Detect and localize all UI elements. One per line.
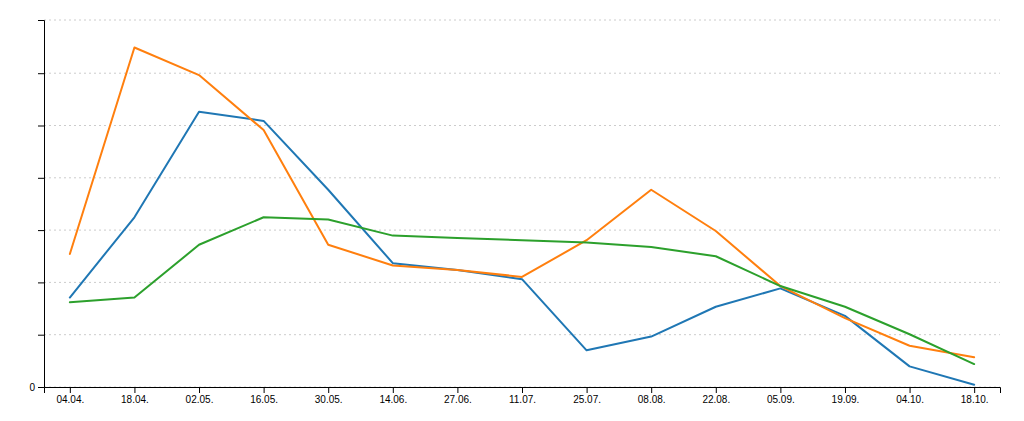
- plot-area: 04.04. 18.04. 02.05. 16.05. 30.05. 14.06. 27.0…: [29, 20, 1000, 405]
- series-line: [70, 48, 974, 358]
- x-tick-label: 05.09.: [767, 394, 795, 405]
- x-tick-mark: [651, 387, 652, 393]
- grid-line: [44, 334, 1000, 335]
- x-tick-mark: [780, 387, 781, 393]
- x-tick-label: 30.05.: [315, 394, 343, 405]
- y-tick: [38, 230, 44, 231]
- x-tick-mark: [134, 387, 135, 393]
- x-tick-label: 08.08.: [638, 394, 666, 405]
- x-tick-label: 14.06.: [379, 394, 407, 405]
- x-tick-mark: [70, 387, 71, 393]
- grid-line: [44, 125, 1000, 126]
- x-tick: 11.07.: [509, 387, 536, 405]
- x-tick-label: 11.07.: [509, 394, 536, 405]
- x-tick-mark: [522, 387, 523, 393]
- grid-line: [44, 73, 1000, 74]
- x-tick-mark: [845, 387, 846, 393]
- y-tick: [38, 20, 44, 21]
- y-tick-mark: [38, 178, 44, 179]
- x-tick-mark: [199, 387, 200, 393]
- x-tick: 08.08.: [638, 387, 666, 405]
- y-tick-label: 0: [29, 382, 35, 393]
- y-tick-mark: [38, 335, 44, 336]
- x-tick: 27.06.: [444, 387, 472, 405]
- grid-line: [44, 177, 1000, 178]
- x-tick: 02.05.: [186, 387, 214, 405]
- grid-line: [44, 282, 1000, 283]
- chart: 04.04. 18.04. 02.05. 16.05. 30.05. 14.06. 27.0…: [0, 0, 1024, 421]
- x-axis: 04.04. 18.04. 02.05. 16.05. 30.05. 14.06. 27.0…: [45, 387, 1001, 405]
- x-tick-mark: [393, 387, 394, 393]
- x-tick-mark: [910, 387, 911, 393]
- x-tick: 25.07.: [573, 387, 601, 405]
- y-tick: [38, 282, 44, 283]
- x-tick-label: 19.09.: [832, 394, 860, 405]
- grid-line: [44, 230, 1000, 231]
- x-tick-label: 25.07.: [573, 394, 601, 405]
- y-tick-mark: [38, 73, 44, 74]
- y-tick-mark: [38, 20, 44, 21]
- x-tick-label: 18.10.: [961, 394, 989, 405]
- x-tick-label: 02.05.: [186, 394, 214, 405]
- x-tick-label: 04.04.: [56, 394, 84, 405]
- x-tick-mark: [457, 387, 458, 393]
- y-axis-line: [38, 21, 45, 388]
- series-line: [70, 112, 974, 385]
- y-tick-mark: [38, 387, 44, 388]
- x-tick: 05.09.: [767, 387, 795, 405]
- x-tick-mark: [716, 387, 717, 393]
- x-tick: 14.06.: [379, 387, 407, 405]
- x-tick: 04.10.: [896, 387, 924, 405]
- y-axis: 0: [29, 21, 44, 393]
- y-tick-mark: [38, 282, 44, 283]
- x-tick: 16.05.: [250, 387, 278, 405]
- y-tick: [38, 178, 44, 179]
- y-tick: [38, 73, 44, 74]
- x-tick: 04.04.: [56, 387, 84, 405]
- y-tick: [38, 126, 44, 127]
- x-tick-mark: [974, 387, 975, 393]
- y-tick: [38, 335, 44, 336]
- x-tick: 19.09.: [832, 387, 860, 405]
- grid: [44, 20, 1000, 387]
- x-tick: 18.04.: [121, 387, 149, 405]
- x-tick: 22.08.: [702, 387, 730, 405]
- x-tick: 30.05.: [315, 387, 343, 405]
- x-tick-label: 22.08.: [702, 394, 730, 405]
- x-tick-mark: [587, 387, 588, 393]
- x-tick-label: 04.10.: [896, 394, 924, 405]
- y-tick-mark: [38, 126, 44, 127]
- x-tick-label: 27.06.: [444, 394, 472, 405]
- x-tick-mark: [328, 387, 329, 393]
- x-axis-line: [45, 388, 1001, 394]
- x-tick: 18.10.: [961, 387, 989, 405]
- grid-line: [44, 20, 1000, 21]
- x-tick-label: 16.05.: [250, 394, 278, 405]
- series-line: [70, 217, 974, 364]
- x-tick-label: 18.04.: [121, 394, 149, 405]
- y-tick: 0: [29, 382, 44, 393]
- y-tick-mark: [38, 230, 44, 231]
- series-group: [70, 48, 974, 385]
- x-tick-mark: [264, 387, 265, 393]
